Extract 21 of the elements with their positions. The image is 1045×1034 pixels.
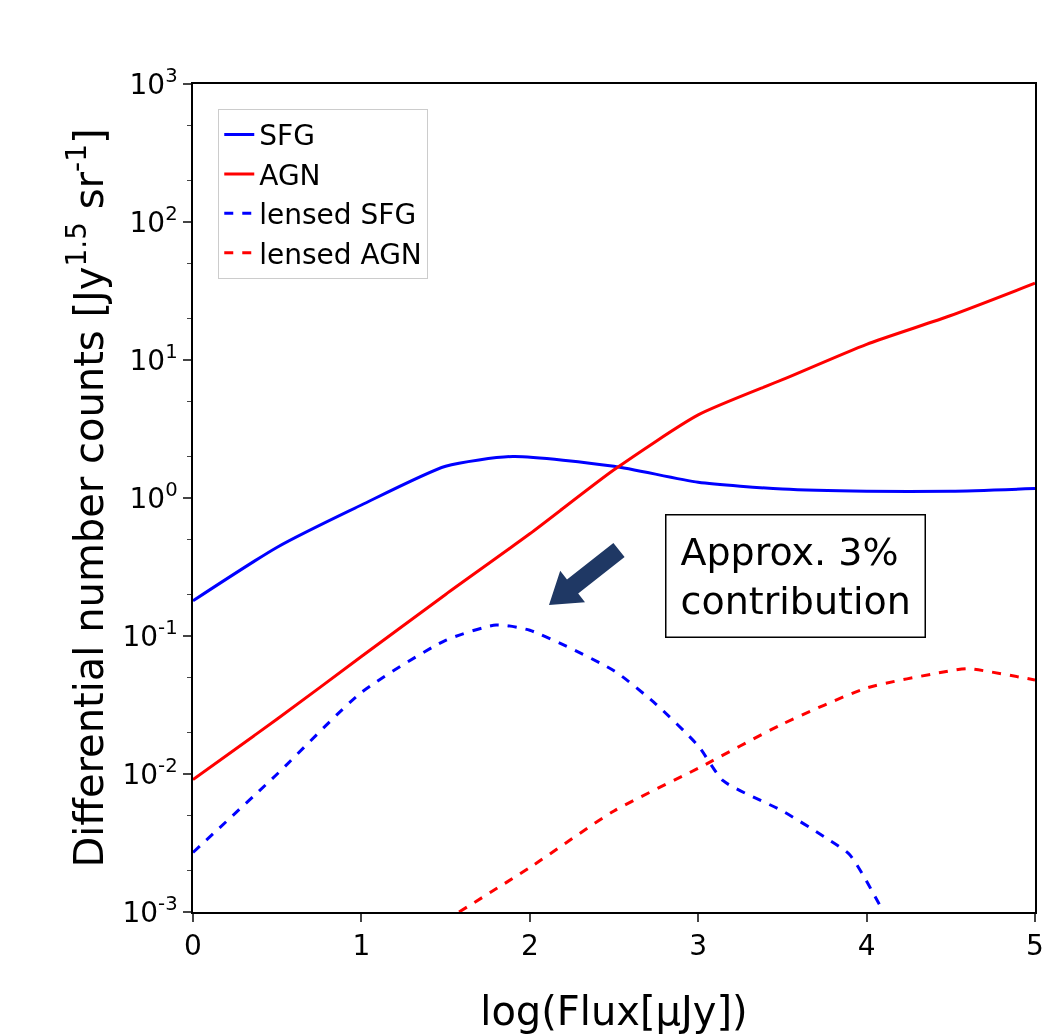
y-tick-label: 10$^{0}$ [129, 478, 178, 515]
x-tick-label: 3 [689, 929, 708, 963]
legend-label: lensed SFG [259, 198, 417, 232]
y-tick-label: 10$^{1}$ [129, 340, 178, 377]
x-tick-label: 1 [352, 929, 371, 963]
x-axis-title: log(Flux[μJy]) [480, 988, 748, 1034]
x-tick-label: 0 [184, 929, 202, 963]
legend-label: AGN [259, 158, 321, 192]
y-tick-label: 10$^{-1}$ [122, 616, 178, 653]
legend-label: SFG [259, 119, 315, 153]
line-series [193, 281, 1035, 782]
line-series [457, 667, 1035, 912]
y-tick-label: 10$^{3}$ [129, 64, 178, 101]
x-tick-label: 4 [857, 929, 876, 963]
legend-label: lensed AGN [259, 237, 422, 271]
x-tick-label: 5 [1026, 929, 1044, 963]
x-tick-label: 2 [520, 929, 539, 963]
y-tick-label: 10$^{-3}$ [122, 892, 178, 929]
annotation: Approx. 3% contribution [680, 529, 911, 623]
y-tick-label: 10$^{-2}$ [122, 754, 178, 791]
y-tick-label: 10$^{2}$ [129, 202, 178, 239]
